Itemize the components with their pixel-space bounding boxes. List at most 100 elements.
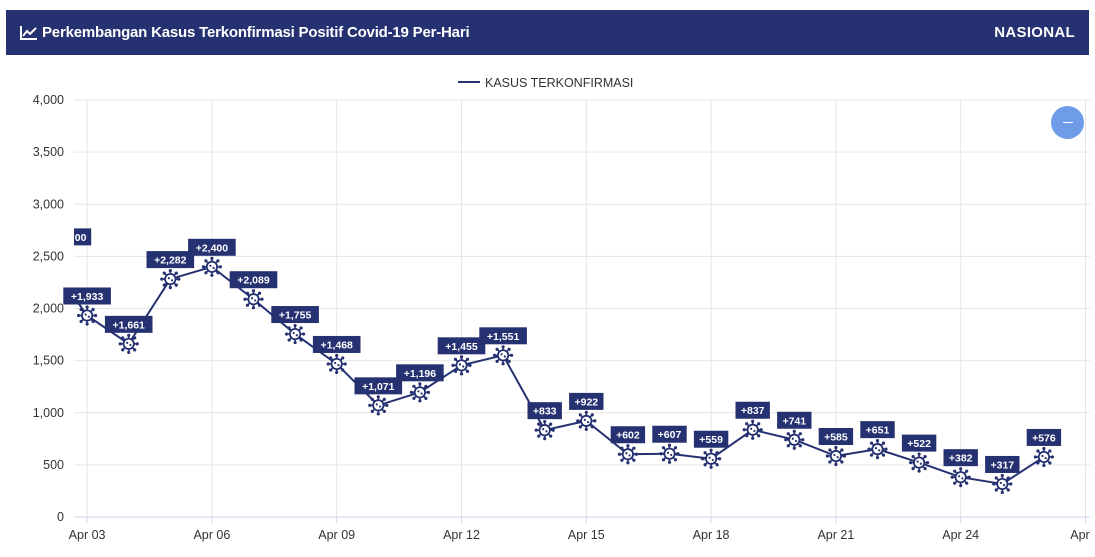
series-line <box>74 265 1045 486</box>
data-point <box>493 345 514 366</box>
data-label: +1,755 <box>271 306 319 324</box>
data-point <box>784 429 805 450</box>
data-point <box>451 355 472 376</box>
zoom-out-button[interactable] <box>1051 106 1084 139</box>
data-label-text: +922 <box>574 396 598 408</box>
data-label-text: +317 <box>990 459 1014 471</box>
data-point <box>243 289 264 310</box>
x-tick-label: Apr 21 <box>817 528 854 542</box>
data-label-text: +1,071 <box>362 381 395 393</box>
data-label-text: +651 <box>866 425 890 437</box>
data-label-text: +1,468 <box>320 339 353 351</box>
data-label: +1,468 <box>312 335 361 353</box>
y-tick-label: 0 <box>57 510 64 524</box>
data-point <box>950 467 971 488</box>
x-tick-label: Apr <box>1070 528 1089 542</box>
x-tick-label: Apr 06 <box>193 528 230 542</box>
data-label-text: +585 <box>824 432 848 444</box>
data-point <box>368 395 389 416</box>
data-label: +382 <box>943 449 978 467</box>
x-tick-label: Apr 03 <box>69 528 106 542</box>
data-label: 00 <box>74 228 92 246</box>
data-label-text: +1,551 <box>487 331 520 343</box>
data-label-text: +522 <box>907 438 931 450</box>
data-label-text: +833 <box>533 406 557 418</box>
line-chart: 0 500 1,000 1,500 2,000 2,500 3,000 3,500 4,000 A… <box>33 76 1090 542</box>
data-label-text: +741 <box>782 415 806 427</box>
data-label: +1,196 <box>396 364 444 382</box>
data-label: +607 <box>652 425 687 443</box>
y-tick-label: 2,000 <box>33 302 64 316</box>
data-label: +833 <box>527 402 562 420</box>
data-point <box>534 420 555 441</box>
data-point <box>742 419 763 440</box>
data-label: +559 <box>693 430 729 448</box>
minus-icon <box>1062 121 1073 124</box>
data-label: +576 <box>1026 428 1062 446</box>
data-label: +1,551 <box>479 327 527 345</box>
data-label: +1,071 <box>354 377 403 395</box>
data-point <box>77 305 98 326</box>
x-tick-label: Apr 24 <box>942 528 979 542</box>
x-tick-label: Apr 15 <box>568 528 605 542</box>
data-label: +1,455 <box>437 337 486 355</box>
data-point <box>867 439 888 460</box>
data-point <box>118 333 139 354</box>
data-label: +522 <box>901 434 937 452</box>
data-label: +837 <box>735 401 770 419</box>
legend: KASUS TERKONFIRMASI <box>458 76 633 90</box>
data-point <box>825 445 847 467</box>
data-point <box>1033 446 1054 468</box>
data-label: +1,933 <box>63 287 111 305</box>
region-label: NASIONAL <box>994 24 1075 41</box>
y-tick-label: 1,000 <box>33 406 64 420</box>
data-point <box>701 448 722 469</box>
data-label: +2,089 <box>229 271 278 289</box>
data-label-text: +837 <box>741 405 765 417</box>
data-label-text: +382 <box>949 453 973 465</box>
data-label-text: +607 <box>658 429 682 441</box>
data-label-text: 00 <box>75 232 87 244</box>
data-label-text: +1,196 <box>404 368 437 380</box>
y-tick-label: 500 <box>43 458 64 472</box>
data-point <box>617 444 639 465</box>
chart-title-block: Perkembangan Kasus Terkonfirmasi Positif… <box>20 10 470 55</box>
data-label-text: +576 <box>1032 432 1056 444</box>
data-label: +651 <box>860 421 895 439</box>
y-tick-label: 3,000 <box>33 197 64 211</box>
data-label-text: +2,089 <box>237 275 270 287</box>
data-label-text: +1,755 <box>279 310 312 322</box>
data-label: +2,282 <box>146 251 195 269</box>
data-label: +1,661 <box>104 315 153 333</box>
data-label-text: +1,661 <box>112 319 145 331</box>
y-tick-label: 3,500 <box>33 145 64 159</box>
data-label: +602 <box>610 426 646 444</box>
data-label: +2,400 <box>188 238 236 256</box>
chart-header: Perkembangan Kasus Terkonfirmasi Positif… <box>6 10 1089 55</box>
data-point <box>326 353 347 375</box>
legend-label: KASUS TERKONFIRMASI <box>485 76 633 90</box>
y-tick-label: 2,500 <box>33 249 64 263</box>
data-point <box>285 323 306 345</box>
data-point <box>909 452 930 473</box>
data-point <box>659 443 680 464</box>
data-label: +741 <box>777 411 812 429</box>
data-label: +317 <box>985 455 1020 473</box>
data-label-text: +2,400 <box>196 242 229 254</box>
data-point <box>992 473 1013 495</box>
data-point <box>160 269 181 290</box>
y-tick-label: 4,000 <box>33 93 64 107</box>
data-point <box>409 382 430 403</box>
data-point <box>201 256 222 277</box>
x-tick-label: Apr 09 <box>318 528 355 542</box>
data-point <box>576 410 597 431</box>
data-label-text: +1,455 <box>445 341 478 353</box>
data-label-text: +559 <box>699 434 723 446</box>
data-label-text: +2,282 <box>154 255 187 267</box>
chart-title: Perkembangan Kasus Terkonfirmasi Positif… <box>42 24 470 41</box>
x-tick-label: Apr 12 <box>443 528 480 542</box>
data-label-text: +1,933 <box>71 291 104 303</box>
x-tick-label: Apr 18 <box>693 528 730 542</box>
y-tick-label: 1,500 <box>33 354 64 368</box>
data-label-text: +602 <box>616 430 640 442</box>
